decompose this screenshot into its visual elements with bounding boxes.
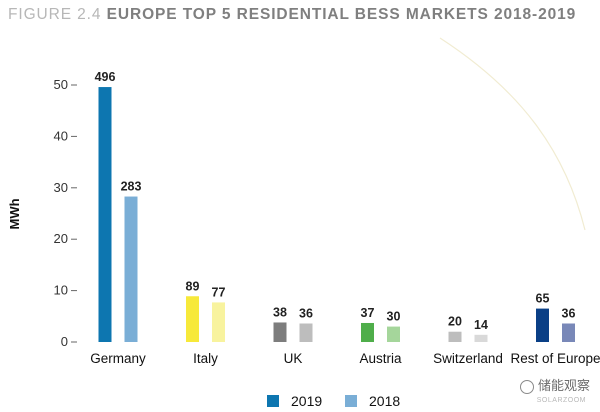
bar-2018 bbox=[474, 334, 488, 342]
figure-number: FIGURE 2.4 bbox=[8, 6, 102, 23]
bar-2019 bbox=[361, 322, 374, 342]
legend-label: 2018 bbox=[369, 393, 400, 409]
y-tick-label: 20 bbox=[54, 231, 68, 246]
bar-2018 bbox=[562, 323, 575, 342]
bar-value-label: 89 bbox=[186, 279, 200, 293]
legend-label: 2019 bbox=[291, 393, 322, 409]
bar-value-label: 20 bbox=[448, 315, 462, 329]
bars: 496 283 89 77 38 36 37 30 20 14 65 36 bbox=[95, 70, 576, 342]
legend-swatch bbox=[345, 395, 357, 407]
y-tick-label: 10 bbox=[54, 283, 68, 298]
bar-value-label: 36 bbox=[562, 306, 576, 320]
y-tick-label: 50 bbox=[54, 77, 68, 92]
figure-title: FIGURE 2.4 EUROPE TOP 5 RESIDENTIAL BESS… bbox=[8, 6, 576, 24]
bar-value-label: 37 bbox=[361, 306, 375, 320]
watermark: 储能观察 bbox=[519, 375, 590, 394]
legend: 2019 2018 bbox=[267, 393, 400, 409]
bar-2018 bbox=[124, 196, 138, 342]
bar-value-label: 65 bbox=[536, 292, 550, 306]
bar-2018 bbox=[387, 326, 400, 342]
bar-2019 bbox=[536, 308, 549, 342]
y-axis-label: MWh bbox=[7, 198, 22, 229]
watermark-subtext: SOLARZOOM bbox=[536, 397, 586, 404]
category-label: UK bbox=[284, 351, 303, 366]
wechat-icon bbox=[519, 379, 534, 394]
category-label: Switzerland bbox=[433, 351, 503, 366]
bar-value-label: 36 bbox=[299, 306, 313, 320]
category-label: Italy bbox=[193, 351, 218, 366]
bar-value-label: 496 bbox=[95, 70, 116, 84]
bar-2019 bbox=[98, 87, 112, 342]
decorative-arc bbox=[439, 37, 586, 231]
category-label: Rest of Europe bbox=[510, 351, 600, 366]
bar-2019 bbox=[186, 296, 199, 342]
bar-2019 bbox=[448, 331, 462, 342]
bar-2018 bbox=[299, 323, 313, 342]
category-label: Austria bbox=[359, 351, 402, 366]
bar-2019 bbox=[273, 322, 287, 342]
y-tick-label: 40 bbox=[54, 128, 68, 143]
bar-2018 bbox=[212, 302, 225, 342]
chart-title: EUROPE TOP 5 RESIDENTIAL BESS MARKETS 20… bbox=[106, 6, 577, 23]
category-label: Germany bbox=[90, 351, 146, 366]
bar-value-label: 14 bbox=[474, 318, 488, 332]
bar-value-label: 283 bbox=[121, 180, 142, 194]
y-axis: 0 10 20 30 40 50 MWh bbox=[7, 77, 77, 349]
y-tick-label: 30 bbox=[54, 180, 68, 195]
legend-swatch bbox=[267, 395, 279, 407]
category-labels: Germany Italy UK Austria Switzerland Rest of … bbox=[90, 351, 600, 366]
bar-value-label: 38 bbox=[273, 305, 287, 319]
y-tick-label: 0 bbox=[61, 334, 68, 349]
watermark-text: 储能观察 bbox=[537, 378, 590, 393]
bar-value-label: 77 bbox=[212, 285, 226, 299]
bar-value-label: 30 bbox=[387, 310, 401, 324]
